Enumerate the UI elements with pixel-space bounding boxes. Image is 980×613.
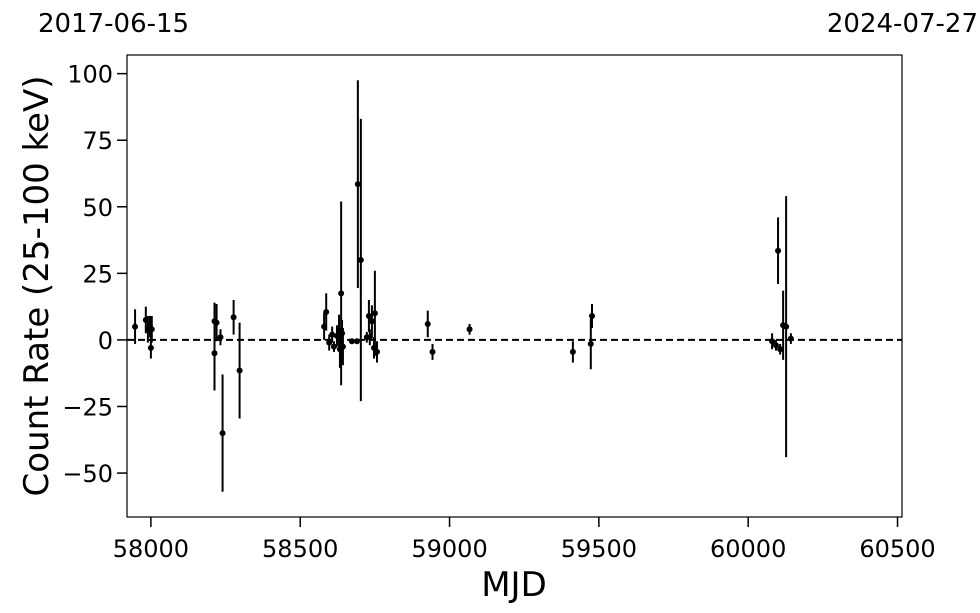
data-point <box>147 344 154 351</box>
x-tick-label: 59000 <box>411 535 487 563</box>
data-point <box>368 318 375 325</box>
x-tick-label: 58000 <box>113 535 189 563</box>
data-point <box>466 326 473 333</box>
data-point <box>217 334 224 341</box>
data-point <box>329 331 336 338</box>
data-point <box>775 247 782 254</box>
data-point <box>323 308 330 315</box>
y-tick-label: 50 <box>82 194 113 222</box>
data-point <box>424 320 431 327</box>
y-tick-label: 100 <box>67 61 113 89</box>
data-point <box>429 348 436 355</box>
data-point <box>783 323 790 330</box>
x-axis-label: MJD <box>481 565 547 605</box>
start-date-label: 2017-06-15 <box>38 9 189 39</box>
data-point <box>132 323 139 330</box>
x-tick-label: 59500 <box>561 535 637 563</box>
plot-frame <box>126 54 903 518</box>
x-tick-label: 60500 <box>859 535 935 563</box>
data-point <box>230 314 237 321</box>
y-tick-label: 25 <box>82 260 113 288</box>
data-point <box>330 343 337 350</box>
data-point <box>587 340 594 347</box>
data-point <box>373 348 380 355</box>
data-point <box>365 312 372 319</box>
data-point <box>148 326 155 333</box>
data-point <box>772 342 779 349</box>
data-point <box>371 310 378 317</box>
data-point <box>219 430 226 437</box>
data-point <box>348 338 355 345</box>
data-point <box>787 335 794 342</box>
data-point <box>569 348 576 355</box>
y-axis-label: Count Rate (25-100 keV) <box>17 76 57 497</box>
data-point <box>353 338 360 345</box>
data-point <box>236 367 243 374</box>
data-point <box>339 343 346 350</box>
data-point <box>338 290 345 297</box>
y-tick-label: 0 <box>98 327 113 355</box>
data-point <box>326 339 333 346</box>
end-date-label: 2024-07-27 <box>827 9 978 39</box>
y-tick-label: −25 <box>62 393 113 421</box>
y-tick-label: −50 <box>62 460 113 488</box>
x-tick-label: 60000 <box>710 535 786 563</box>
data-point <box>769 338 776 345</box>
data-point <box>354 181 361 188</box>
data-point <box>589 312 595 319</box>
data-point <box>357 257 364 264</box>
y-tick-label: 75 <box>82 127 113 155</box>
data-point <box>211 350 218 357</box>
data-point <box>213 319 220 326</box>
data-point <box>777 346 784 353</box>
x-tick-label: 58500 <box>262 535 338 563</box>
